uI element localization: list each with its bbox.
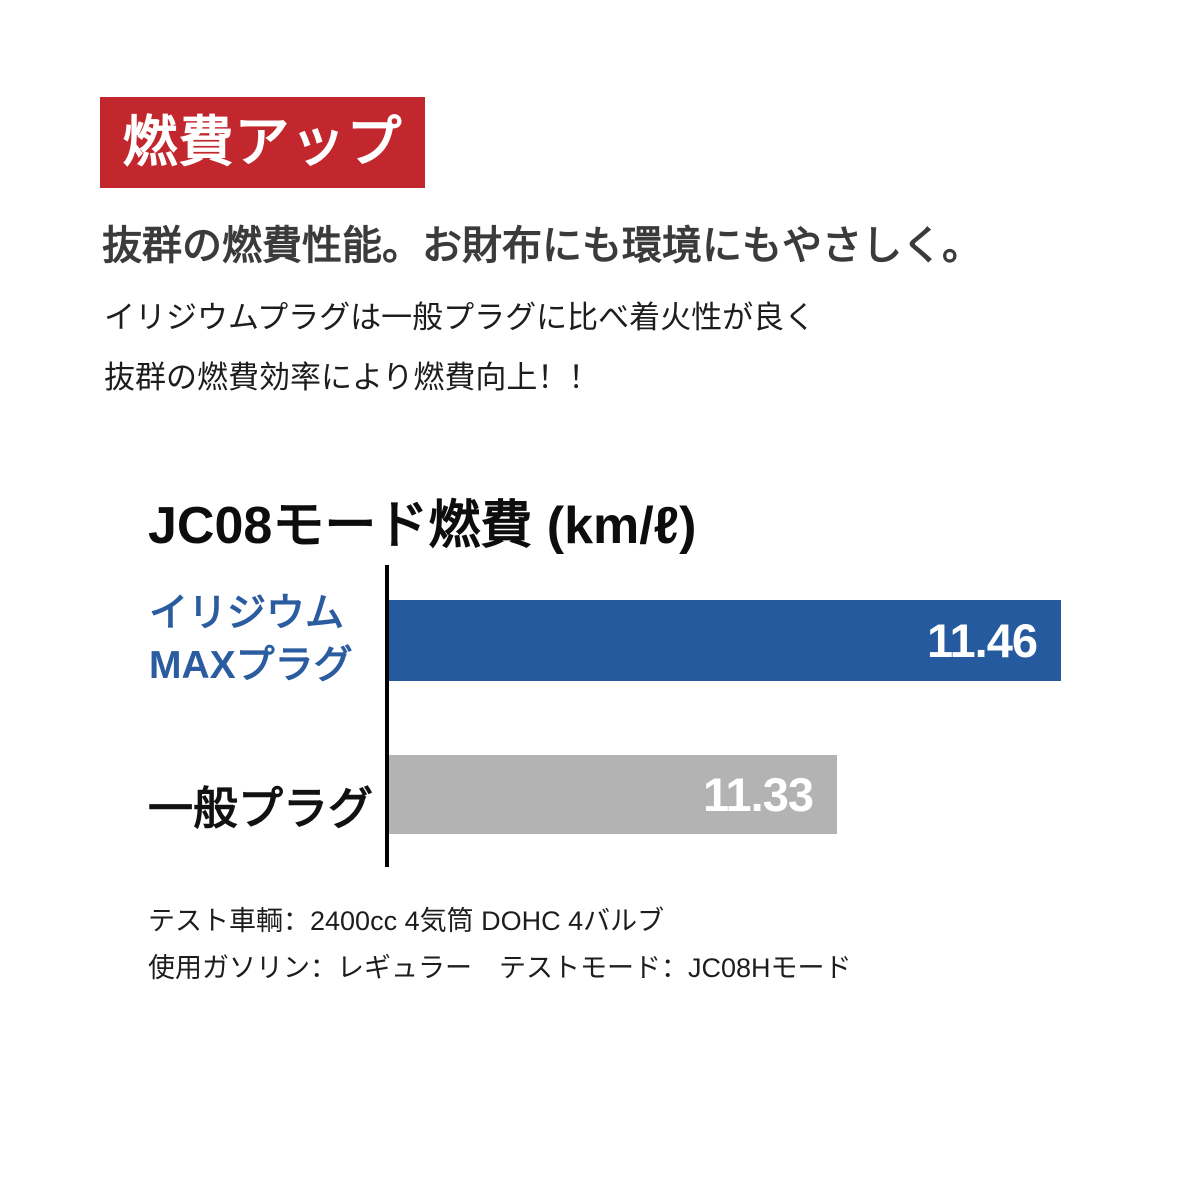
bar-value-standard-plug: 11.33: [702, 768, 814, 821]
category-label-iridium-max: イリジウム MAXプラグ: [149, 588, 353, 692]
footnotes: テスト車輌：2400cc 4気筒 DOHC 4バルブ 使用ガソリン：レギュラー …: [148, 898, 852, 992]
fuel-up-badge-label: 燃費アップ: [122, 111, 403, 173]
chart-title: JC08モード燃費 (km/ℓ): [148, 497, 697, 555]
description: イリジウムプラグは一般プラグに比べ着火性が良く 抜群の燃費効率により燃費向上！！: [104, 288, 815, 408]
bar-standard-plug: 11.33: [389, 755, 838, 834]
category-label-iridium-max-line-1: イリジウム: [149, 592, 345, 635]
bar-iridium-max: 11.46: [389, 600, 1061, 681]
description-line-2: 抜群の燃費効率により燃費向上！！: [104, 360, 600, 395]
bar-chart-plot: 11.46 11.33: [385, 565, 1061, 867]
footnote-line-2: 使用ガソリン：レギュラー テストモード：JC08Hモード: [148, 953, 852, 983]
category-label-iridium-max-line-2: MAXプラグ: [149, 644, 353, 687]
bar-value-iridium-max: 11.46: [926, 614, 1038, 667]
fuel-up-badge: 燃費アップ: [100, 97, 425, 188]
footnote-line-1: テスト車輌：2400cc 4気筒 DOHC 4バルブ: [148, 906, 665, 936]
category-label-standard-plug: 一般プラグ: [148, 783, 374, 834]
description-line-1: イリジウムプラグは一般プラグに比べ着火性が良く: [104, 300, 816, 335]
headline: 抜群の燃費性能。お財布にも環境にもやさしく。: [102, 224, 982, 268]
